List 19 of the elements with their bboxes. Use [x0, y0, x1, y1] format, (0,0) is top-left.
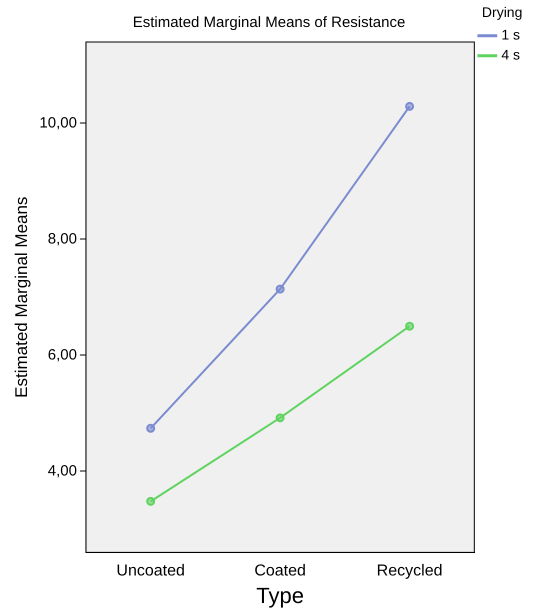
point — [405, 322, 414, 331]
legend-label: 1 s — [501, 26, 520, 43]
x-tick-label: Uncoated — [116, 562, 185, 580]
legend-title: Drying — [482, 4, 522, 20]
legend-label: 4 s — [501, 46, 520, 63]
chart-title: Estimated Marginal Means of Resistance — [132, 14, 406, 32]
x-tick-label: Recycled — [376, 562, 442, 580]
point — [276, 413, 285, 422]
y-tick-label: 10,00 — [39, 114, 77, 132]
y-tick-label: 4,00 — [48, 462, 77, 480]
x-axis-title: Type — [256, 582, 304, 608]
point — [276, 284, 285, 294]
y-tick-label: 8,00 — [48, 230, 77, 248]
x-tick-label: Coated — [254, 562, 306, 580]
y-tick-label: 6,00 — [48, 346, 77, 364]
point — [146, 424, 156, 433]
point — [405, 102, 414, 111]
y-axis-title: Estimated Marginal Means — [12, 196, 31, 398]
point — [146, 496, 156, 506]
